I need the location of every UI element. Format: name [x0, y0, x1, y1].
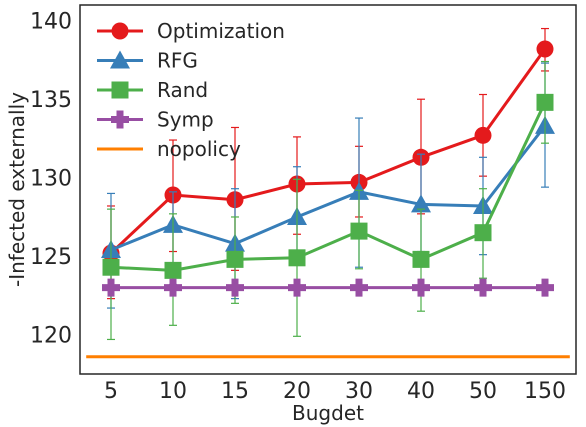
data-point — [102, 258, 120, 276]
data-point — [164, 261, 182, 279]
data-point — [288, 249, 306, 267]
x-tick-label: 20 — [283, 379, 311, 404]
series-symp — [102, 278, 554, 297]
x-tick-label: 40 — [407, 379, 435, 404]
data-point — [288, 278, 306, 297]
x-tick-label: 30 — [345, 379, 373, 404]
data-point — [111, 110, 129, 129]
data-point — [536, 93, 554, 111]
y-tick-label: 135 — [30, 88, 72, 113]
y-tick-label: 120 — [30, 324, 72, 349]
plot-area — [86, 27, 570, 359]
series-rand — [102, 60, 554, 341]
x-tick-label: 15 — [221, 379, 249, 404]
series-line — [110, 101, 547, 272]
y-axis: 120 125 130 135 140 — [30, 10, 72, 349]
data-point — [412, 278, 430, 297]
legend-label: Optimization — [157, 19, 285, 43]
data-point — [536, 40, 554, 58]
x-tick-label: 5 — [104, 379, 118, 404]
data-point — [350, 222, 368, 240]
x-tick-label: 10 — [159, 379, 187, 404]
data-point — [350, 278, 368, 297]
series-line — [110, 124, 547, 252]
series-line — [109, 48, 547, 255]
legend-label: nopolicy — [157, 137, 241, 161]
y-tick-label: 125 — [30, 245, 72, 270]
x-axis: 5 10 15 20 30 40 50 150 — [104, 379, 566, 404]
data-point — [110, 50, 130, 69]
y-tick-label: 140 — [30, 10, 72, 35]
data-point — [226, 250, 244, 268]
x-tick-label: 50 — [469, 379, 497, 404]
legend-label: Symp — [157, 108, 214, 132]
data-point — [474, 278, 492, 297]
data-point — [411, 194, 431, 213]
data-point — [164, 278, 182, 297]
legend: Optimization RFG Rand Symp nopolicy — [97, 19, 285, 161]
legend-item: Symp — [97, 108, 214, 132]
legend-item: nopolicy — [97, 137, 241, 161]
legend-item: Rand — [97, 78, 208, 102]
legend-label: RFG — [157, 49, 198, 73]
data-point — [474, 126, 492, 144]
legend-item: Optimization — [97, 19, 285, 43]
data-point — [536, 278, 554, 297]
data-point — [474, 224, 492, 242]
legend-item: RFG — [97, 49, 198, 73]
data-point — [412, 250, 430, 268]
y-axis-label: -Infected externally — [5, 92, 29, 287]
data-point — [226, 278, 244, 297]
y-tick-label: 130 — [30, 167, 72, 192]
data-point — [111, 22, 129, 40]
data-point — [111, 81, 129, 99]
x-axis-label: Bugdet — [292, 401, 364, 425]
legend-label: Rand — [157, 78, 208, 102]
data-point — [102, 278, 120, 297]
plot-frame — [79, 4, 577, 375]
x-tick-label: 150 — [524, 379, 566, 404]
